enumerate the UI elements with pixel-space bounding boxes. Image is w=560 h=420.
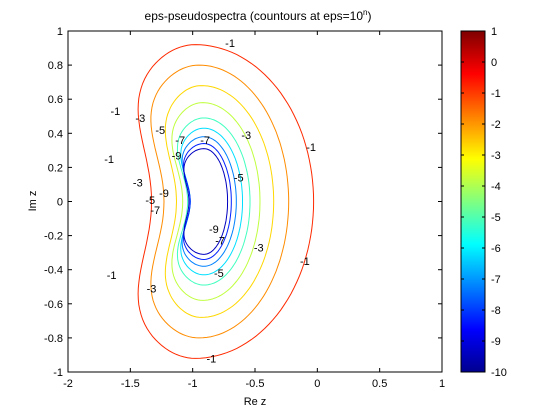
colorbar-gradient: [460, 30, 486, 373]
contour-level-9: [183, 148, 229, 255]
contour-label: -3: [133, 178, 143, 190]
y-tick-label: -0.4: [44, 265, 63, 277]
x-tick-label: 0.5: [372, 378, 387, 390]
title-main: eps-pseudospectra (countours at eps=10: [145, 9, 364, 23]
y-tick-label: 0.4: [48, 128, 63, 140]
y-tick-label: -1: [53, 367, 63, 379]
contour-label: -1: [306, 142, 316, 154]
contour-label: -1: [107, 270, 117, 282]
contour-label: -1: [206, 353, 216, 365]
contour-labels: -1-1-1-1-1-1-1-3-3-3-3-3-5-5-5-5-7-7-7-7…: [104, 38, 316, 365]
x-tick-label: -1.5: [121, 378, 140, 390]
colorbar-ticks: 1 0 -1 -2 -3 -4 -5 -6 -7 -8 -9 -10: [461, 26, 507, 379]
y-tick-label: -0.8: [44, 333, 63, 345]
colorbar: 1 0 -1 -2 -3 -4 -5 -6 -7 -8 -9 -10: [460, 26, 507, 379]
contour-level-8: [182, 142, 232, 261]
contour-label: -1: [225, 38, 235, 50]
colorbar-tick-label: -6: [491, 243, 501, 255]
contour-label: -5: [214, 268, 224, 280]
contour-label: -5: [155, 125, 165, 137]
contour-label: -7: [200, 135, 210, 147]
x-tick-label: -0.5: [246, 378, 265, 390]
contour-label: -5: [145, 195, 155, 207]
y-axis-ticks: 1 0.8 0.6 0.4 0.2 0 -0.2 -0.4 -0.6 -0.8 -1: [44, 26, 442, 379]
contour-label: -9: [172, 150, 182, 162]
contour-label: -5: [234, 173, 244, 185]
contour-label: -3: [254, 243, 264, 255]
colorbar-tick-label: -9: [491, 336, 501, 348]
colorbar-tick-label: -10: [491, 367, 507, 379]
y-tick-label: 0.6: [48, 94, 63, 106]
contour-label: -7: [175, 135, 185, 147]
contour-label: -3: [241, 130, 251, 142]
contour-label: -7: [215, 236, 225, 248]
y-tick-label: -0.6: [44, 299, 63, 311]
y-tick-label: 0.8: [48, 60, 63, 72]
contour-label: -1: [110, 106, 120, 118]
x-tick-label: 1: [439, 378, 445, 390]
contour-level-5: [176, 117, 251, 286]
colorbar-tick-label: 0: [491, 57, 497, 69]
contour-label: -1: [300, 256, 310, 268]
svg-text:eps-pseudospectra (countours a: eps-pseudospectra (countours at eps=10n): [145, 8, 372, 23]
y-axis-label: Im z: [27, 191, 39, 212]
y-tick-label: 0: [57, 197, 63, 209]
title-superscript: n: [363, 8, 367, 17]
colorbar-tick-label: -2: [491, 119, 501, 131]
contour-level-1: [137, 44, 315, 359]
contour-label: -9: [159, 188, 169, 200]
colorbar-tick-label: -3: [491, 150, 501, 162]
x-axis-ticks: -2 -1.5 -1 -0.5 0 0.5 1: [63, 31, 445, 390]
colorbar-tick-label: -8: [491, 305, 501, 317]
colorbar-tick-label: -5: [491, 212, 501, 224]
x-tick-label: 0: [314, 378, 320, 390]
x-axis-label: Re z: [244, 396, 267, 408]
contour-label: -9: [209, 224, 219, 236]
contour-level-2: [150, 64, 290, 339]
chart-title: eps-pseudospectra (countours at eps=10n): [145, 8, 372, 23]
contour-label: -7: [150, 205, 160, 217]
colorbar-tick-label: -1: [491, 88, 501, 100]
y-tick-label: 0.2: [48, 162, 63, 174]
contour-level-3: [164, 85, 275, 318]
colorbar-tick-label: -4: [491, 181, 501, 193]
plot-area: [67, 30, 443, 373]
colorbar-tick-label: 1: [491, 26, 497, 38]
title-suffix: ): [367, 9, 371, 23]
contour-label: -3: [135, 113, 145, 125]
x-tick-label: -2: [63, 378, 73, 390]
y-tick-label: 1: [57, 26, 63, 38]
contour-level-4: [171, 102, 261, 301]
contour-label: -1: [104, 154, 114, 166]
x-tick-label: -1: [188, 378, 198, 390]
colorbar-tick-label: -7: [491, 274, 501, 286]
y-tick-label: -0.2: [44, 231, 63, 243]
contour-lines: [137, 44, 315, 359]
contour-label: -3: [147, 283, 157, 295]
